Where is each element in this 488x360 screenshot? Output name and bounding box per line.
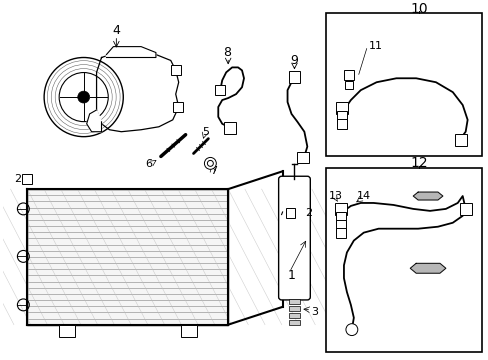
Bar (336, 119, 346, 129)
Bar (454, 134, 466, 145)
Circle shape (207, 161, 213, 166)
Bar (344, 81, 352, 89)
Polygon shape (409, 263, 445, 273)
Bar (335, 212, 345, 222)
Bar (224, 122, 236, 134)
Text: 1: 1 (287, 269, 295, 282)
Bar (335, 228, 345, 238)
Bar (170, 66, 180, 75)
Bar (27, 189, 228, 325)
Text: 3: 3 (310, 307, 317, 317)
Circle shape (345, 324, 357, 336)
Bar (335, 102, 347, 114)
Bar (288, 71, 300, 83)
Text: 6: 6 (145, 159, 152, 169)
Text: 13: 13 (328, 191, 342, 201)
Text: 8: 8 (223, 46, 231, 59)
Bar (343, 70, 353, 80)
Text: 11: 11 (368, 41, 382, 51)
Bar (172, 102, 183, 112)
Bar (215, 85, 225, 95)
Bar (459, 203, 470, 215)
Bar (335, 220, 345, 230)
Bar (336, 111, 346, 121)
Text: 12: 12 (409, 156, 427, 170)
Circle shape (78, 91, 89, 103)
Text: 9: 9 (290, 54, 298, 67)
Polygon shape (86, 110, 102, 132)
Circle shape (204, 157, 216, 169)
FancyBboxPatch shape (278, 176, 310, 300)
Text: 10: 10 (409, 2, 427, 16)
Bar (288, 299, 300, 304)
Bar (22, 174, 32, 184)
Text: 2: 2 (14, 174, 21, 184)
Bar (285, 208, 295, 218)
Bar (325, 168, 482, 352)
Polygon shape (96, 53, 178, 132)
Text: 7: 7 (209, 166, 217, 176)
Bar (288, 306, 300, 311)
Bar (334, 203, 346, 215)
Bar (297, 152, 309, 163)
Text: 4: 4 (112, 24, 120, 37)
Text: 14: 14 (356, 191, 370, 201)
Bar (325, 13, 482, 157)
Bar (288, 313, 300, 318)
Text: 5: 5 (202, 127, 208, 137)
Polygon shape (412, 192, 442, 200)
Bar (59, 325, 75, 337)
Bar (180, 325, 196, 337)
Bar (288, 320, 300, 325)
Polygon shape (106, 46, 156, 58)
Text: 2: 2 (304, 208, 311, 218)
